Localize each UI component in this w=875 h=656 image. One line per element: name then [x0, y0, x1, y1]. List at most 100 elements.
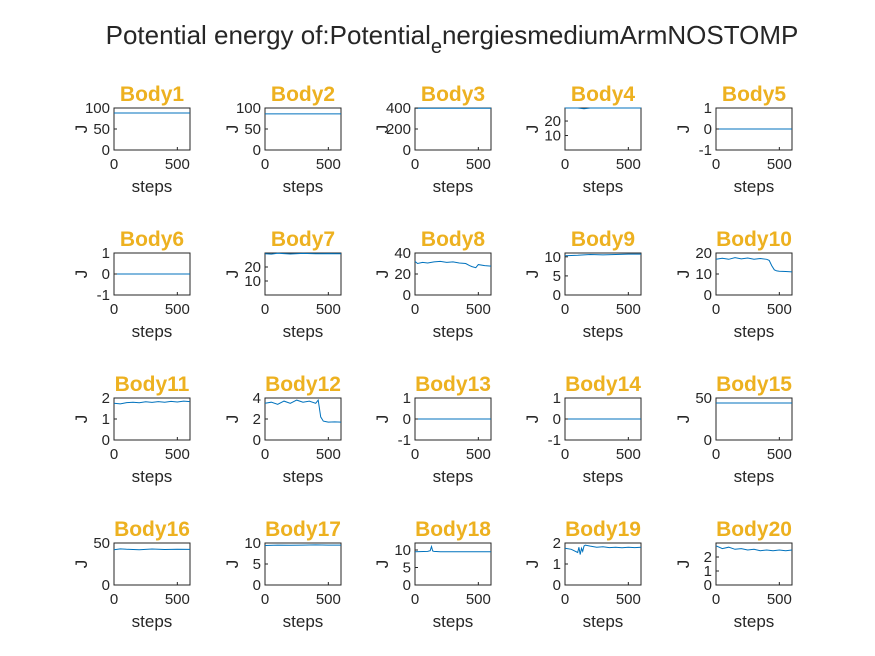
x-tick-label: 500	[616, 156, 641, 173]
x-tick-label: 0	[411, 156, 419, 173]
y-tick-label: 0	[403, 411, 411, 428]
x-axis-label: steps	[433, 612, 474, 631]
x-tick-label: 0	[110, 156, 118, 173]
x-tick-label: 500	[616, 301, 641, 318]
y-tick-label: 5	[253, 556, 261, 573]
x-tick-label: 0	[561, 301, 569, 318]
subplot-title: Body19	[565, 518, 641, 541]
plot-area	[564, 252, 642, 296]
y-tick-label: 400	[386, 100, 411, 117]
y-tick-label: 10	[244, 273, 261, 290]
y-tick-label: 0	[253, 577, 261, 594]
y-tick-label: 20	[544, 113, 561, 130]
x-tick-label: 500	[767, 301, 792, 318]
subplot-11: Body11 0 1 2 0 500 steps J	[72, 373, 191, 486]
x-axis-label: steps	[433, 177, 474, 196]
subplot-title: Body13	[415, 373, 491, 396]
subplot-title: Body17	[265, 518, 341, 541]
y-tick-label: 0	[704, 287, 712, 304]
y-tick-label: 50	[695, 390, 712, 407]
x-axis-label: steps	[283, 322, 324, 341]
series-line	[564, 253, 641, 257]
plot-area	[113, 397, 191, 441]
x-tick-label: 0	[712, 301, 720, 318]
figure-title: Potential energy of:Potentialenergiesmed…	[106, 20, 799, 58]
y-axis-label: J	[523, 415, 542, 424]
y-tick-label: 1	[403, 390, 411, 407]
subplot-title: Body7	[271, 228, 335, 251]
series-line	[414, 260, 492, 269]
x-tick-label: 0	[561, 591, 569, 608]
y-axis-label: J	[373, 560, 392, 569]
x-tick-label: 500	[466, 591, 491, 608]
subplot-title: Body11	[115, 373, 190, 396]
subplot-title: Body15	[716, 373, 792, 396]
y-tick-label: 50	[93, 535, 110, 552]
x-axis-label: steps	[583, 612, 624, 631]
y-tick-label: 1	[102, 245, 110, 262]
x-tick-label: 0	[411, 301, 419, 318]
plot-area	[264, 397, 342, 441]
x-tick-label: 500	[165, 301, 190, 318]
y-tick-label: 0	[403, 577, 411, 594]
x-tick-label: 500	[316, 301, 341, 318]
subplot-20: Body20 012 0 500 steps J	[674, 518, 793, 631]
x-axis-label: steps	[132, 467, 173, 486]
x-tick-label: 0	[110, 446, 118, 463]
y-tick-label: 0	[553, 287, 561, 304]
series-line	[113, 548, 191, 551]
plot-area	[715, 397, 793, 441]
plot-area	[113, 542, 191, 586]
y-tick-label: 2	[704, 549, 712, 566]
y-tick-label: 10	[244, 535, 261, 552]
x-tick-label: 0	[411, 591, 419, 608]
x-axis-label: steps	[132, 612, 173, 631]
plot-area	[264, 542, 342, 586]
y-tick-label: 0	[403, 142, 411, 159]
subplot-title: Body6	[120, 228, 184, 251]
x-axis-label: steps	[734, 322, 775, 341]
y-axis-label: J	[72, 560, 91, 569]
x-tick-label: 500	[767, 156, 792, 173]
x-tick-label: 500	[165, 446, 190, 463]
y-tick-label: 0	[704, 577, 712, 594]
y-tick-label: 1	[704, 100, 712, 117]
x-axis-label: steps	[583, 322, 624, 341]
subplot-12: Body12 0 2 4 0 500 steps J	[223, 373, 342, 486]
y-axis-label: J	[223, 560, 242, 569]
y-tick-label: 1	[102, 411, 110, 428]
subplot-10: Body10 0 10 20 0 500 steps J	[674, 228, 793, 341]
y-axis-label: J	[674, 560, 693, 569]
y-axis-label: J	[373, 415, 392, 424]
subplot-title: Body18	[415, 518, 491, 541]
y-tick-label: 0	[253, 432, 261, 449]
plot-area	[264, 107, 342, 151]
subplot-title: Body16	[114, 518, 190, 541]
y-tick-label: -1	[548, 432, 561, 449]
y-tick-label: 4	[253, 390, 261, 407]
x-tick-label: 500	[616, 446, 641, 463]
subplot-17: Body17 0 5 10 0 500 steps J	[223, 518, 342, 631]
x-tick-label: 0	[110, 591, 118, 608]
y-tick-label: 5	[553, 268, 561, 285]
subplot-title: Body10	[716, 228, 792, 251]
x-tick-label: 500	[466, 446, 491, 463]
plot-area	[564, 542, 642, 586]
y-tick-label: 1	[553, 556, 561, 573]
y-tick-label: 10	[695, 266, 712, 283]
x-axis-label: steps	[734, 177, 775, 196]
subplot-title: Body1	[120, 83, 185, 106]
y-axis-label: J	[674, 125, 693, 134]
plot-area	[564, 107, 642, 151]
y-tick-label: 10	[544, 249, 561, 266]
y-tick-label: 10	[394, 542, 411, 559]
x-axis-label: steps	[132, 322, 173, 341]
plot-area	[113, 107, 191, 151]
x-tick-label: 500	[165, 591, 190, 608]
y-tick-label: 2	[253, 411, 261, 428]
x-axis-label: steps	[132, 177, 173, 196]
series-line	[715, 545, 793, 552]
